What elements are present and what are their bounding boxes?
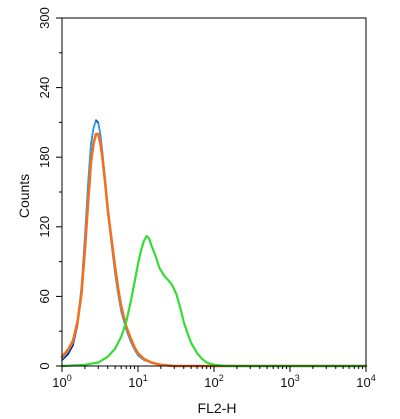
series-line-3 <box>60 132 368 368</box>
plot-frame <box>61 17 367 367</box>
axes-layer: 0 60 120 180 240 300 100 101 102 103 104 <box>37 7 376 390</box>
y-tick-label: 0 <box>37 362 52 369</box>
y-tick-label: 180 <box>37 146 52 168</box>
series-line-4 <box>60 234 368 368</box>
x-tick-label: 100 <box>52 373 71 390</box>
series-layer <box>60 119 368 368</box>
x-axis-title: FL2-H <box>198 400 237 416</box>
x-tick-label: 103 <box>280 373 299 390</box>
x-tick-label: 104 <box>356 373 375 390</box>
y-tick-label: 120 <box>37 216 52 238</box>
series-line-1 <box>61 119 367 367</box>
x-tick-label: 101 <box>128 373 147 390</box>
y-tick-label: 60 <box>37 289 52 303</box>
y-axis-title: Counts <box>16 174 32 218</box>
x-tick-label: 102 <box>204 373 223 390</box>
y-tick-label: 240 <box>37 77 52 99</box>
series-line-2 <box>61 120 367 367</box>
y-tick-label: 300 <box>37 7 52 29</box>
